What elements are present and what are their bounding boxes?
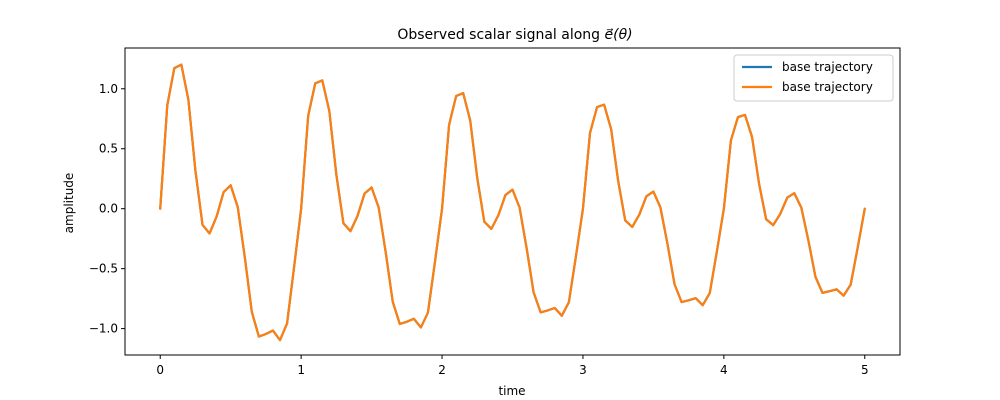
x-tick-label: 3 (579, 363, 587, 377)
chart-title-text: Observed scalar signal along (397, 27, 604, 43)
y-tick-label: −1.0 (89, 322, 118, 336)
x-tick-label: 5 (861, 363, 869, 377)
series-layer (159, 63, 866, 342)
chart-title-math: e⃗(θ) (605, 27, 633, 43)
y-tick-label: −0.5 (89, 262, 118, 276)
x-axis-label: time (498, 384, 525, 398)
legend: base trajectory base trajectory (733, 54, 894, 102)
axes-frame (124, 47, 901, 356)
x-tick-label: 1 (297, 363, 305, 377)
legend-box (733, 54, 894, 102)
x-tick-label: 4 (720, 363, 728, 377)
x-tick-label: 0 (156, 363, 164, 377)
y-axis-label: amplitude (62, 173, 76, 234)
y-tick-label: 0.5 (99, 142, 118, 156)
x-tick-label: 2 (438, 363, 446, 377)
legend-label-series-1: base trajectory (782, 60, 873, 74)
y-tick-label: 0.0 (99, 202, 118, 216)
plot-area (124, 47, 901, 356)
legend-label-series-2: base trajectory (782, 80, 873, 94)
y-axis: −1.0 −0.5 0.0 0.5 1.0 (89, 82, 125, 336)
y-tick-label: 1.0 (99, 82, 118, 96)
series-line-2 (159, 63, 866, 342)
chart-title: Observed scalar signal along e⃗(θ) (397, 27, 632, 43)
x-axis: 0 1 2 3 4 5 (156, 355, 869, 377)
